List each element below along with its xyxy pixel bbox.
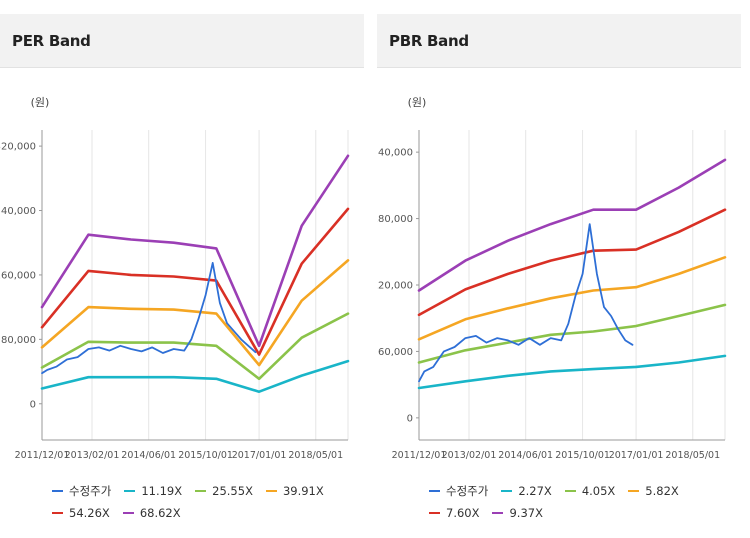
legend-row: 7.60X 9.37X — [429, 502, 729, 524]
legend-label: 5.82X — [645, 484, 679, 498]
y-tick-label: 180,000 — [377, 214, 413, 225]
series-line-band-2 — [40, 312, 350, 381]
series-line-band-1 — [417, 354, 727, 390]
x-tick-label: 2011/12/01 — [15, 450, 70, 461]
legend-row: 수정주가 2.27X 4.05X 5.82X — [429, 480, 729, 502]
x-tick-label: 2017/01/01 — [609, 450, 664, 461]
per-band-legend: 수정주가 11.19X 25.55X 39.91X 54.26X 68.62X — [52, 480, 352, 524]
legend-label: 11.19X — [141, 484, 183, 498]
legend-swatch — [52, 511, 63, 515]
y-tick-label: 0 — [30, 399, 36, 410]
x-tick-label: 2014/06/01 — [121, 450, 176, 461]
legend-label: 4.05X — [581, 484, 616, 498]
legend-item[interactable]: 4.05X — [564, 484, 616, 498]
x-tick-label: 2018/05/01 — [665, 450, 720, 461]
legend-swatch — [564, 489, 576, 493]
x-tick-label: 2018/05/01 — [288, 450, 343, 461]
series-line-band-2 — [417, 303, 727, 364]
y-tick-label: 240,000 — [377, 148, 413, 159]
legend-swatch — [628, 489, 640, 493]
legend-swatch — [122, 511, 134, 515]
x-tick-label: 2013/02/01 — [65, 450, 120, 461]
per-band-panel: PER Band (원) 0 80,000 160,000 240,000 320,000… — [0, 14, 364, 538]
x-tick-label: 2013/02/01 — [442, 450, 497, 461]
legend-item[interactable]: 2.27X — [501, 484, 552, 498]
legend-label: 68.62X — [139, 506, 181, 520]
legend-label: 25.55X — [212, 484, 253, 498]
legend-label: 수정주가 — [446, 484, 489, 498]
y-unit-label: (원) — [408, 96, 427, 109]
legend-swatch — [124, 489, 136, 493]
y-tick-label: 0 — [407, 413, 413, 424]
y-tick-label: 160,000 — [0, 270, 36, 281]
pbr-band-chart: (원) 0 60,000 120,000 180,000 240,000 2011/12/0… — [377, 96, 727, 461]
pbr-band-panel: PBR Band (원) 0 60,000 120,000 180,000 240,000… — [377, 14, 741, 538]
legend-item[interactable]: 9.37X — [492, 506, 543, 520]
legend-label: 수정주가 — [69, 484, 112, 498]
x-tick-label: 2015/10/01 — [178, 450, 233, 461]
y-tick-label: 320,000 — [0, 142, 36, 153]
legend-swatch — [429, 511, 440, 515]
series-line-band-4 — [40, 207, 350, 356]
series-line-band-5 — [40, 154, 350, 348]
series-line-band-5 — [417, 158, 727, 292]
legend-item[interactable]: 54.26X — [52, 506, 110, 520]
series-line-band-3 — [417, 256, 727, 341]
x-tick-label: 2011/12/01 — [392, 450, 447, 461]
pbr-band-title: PBR Band — [389, 31, 469, 50]
x-tick-label: 2015/10/01 — [555, 450, 610, 461]
legend-label: 9.37X — [509, 506, 543, 520]
y-tick-label: 120,000 — [377, 281, 413, 292]
legend-item[interactable]: 수정주가 — [52, 483, 111, 499]
legend-item[interactable]: 수정주가 — [429, 483, 488, 499]
legend-swatch — [265, 489, 277, 493]
legend-row: 수정주가 11.19X 25.55X 39.91X — [52, 480, 352, 502]
series-line-price — [41, 261, 257, 375]
x-tick-label: 2014/06/01 — [498, 450, 553, 461]
series-line-band-4 — [417, 208, 727, 317]
legend-swatch — [429, 489, 440, 493]
y-tick-label: 60,000 — [378, 347, 413, 358]
legend-item[interactable]: 7.60X — [429, 506, 479, 520]
x-tick-label: 2017/01/01 — [232, 450, 287, 461]
series-line-price — [418, 223, 634, 383]
legend-swatch — [492, 511, 504, 515]
legend-row: 54.26X 68.62X — [52, 502, 352, 524]
series-line-band-3 — [40, 259, 350, 367]
legend-item[interactable]: 11.19X — [124, 484, 182, 498]
legend-label: 2.27X — [518, 484, 552, 498]
series-line-band-1 — [40, 359, 350, 394]
legend-item[interactable]: 5.82X — [628, 484, 679, 498]
pbr-band-header: PBR Band — [377, 14, 741, 68]
per-band-chart: (원) 0 80,000 160,000 240,000 320,000 2011/12/0… — [0, 96, 350, 461]
legend-swatch — [501, 489, 513, 493]
legend-label: 7.60X — [446, 506, 480, 520]
legend-item[interactable]: 39.91X — [265, 484, 324, 498]
legend-swatch — [195, 489, 207, 493]
y-tick-label: 240,000 — [0, 206, 36, 217]
y-unit-label: (원) — [31, 96, 50, 109]
y-tick-label: 80,000 — [1, 335, 36, 346]
legend-item[interactable]: 68.62X — [122, 506, 181, 520]
per-band-header: PER Band — [0, 14, 364, 68]
legend-label: 39.91X — [282, 484, 324, 498]
legend-swatch — [52, 489, 63, 493]
legend-label: 54.26X — [69, 506, 110, 520]
per-band-title: PER Band — [12, 31, 91, 50]
pbr-band-legend: 수정주가 2.27X 4.05X 5.82X 7.60X 9.37X — [429, 480, 729, 524]
legend-item[interactable]: 25.55X — [195, 484, 253, 498]
